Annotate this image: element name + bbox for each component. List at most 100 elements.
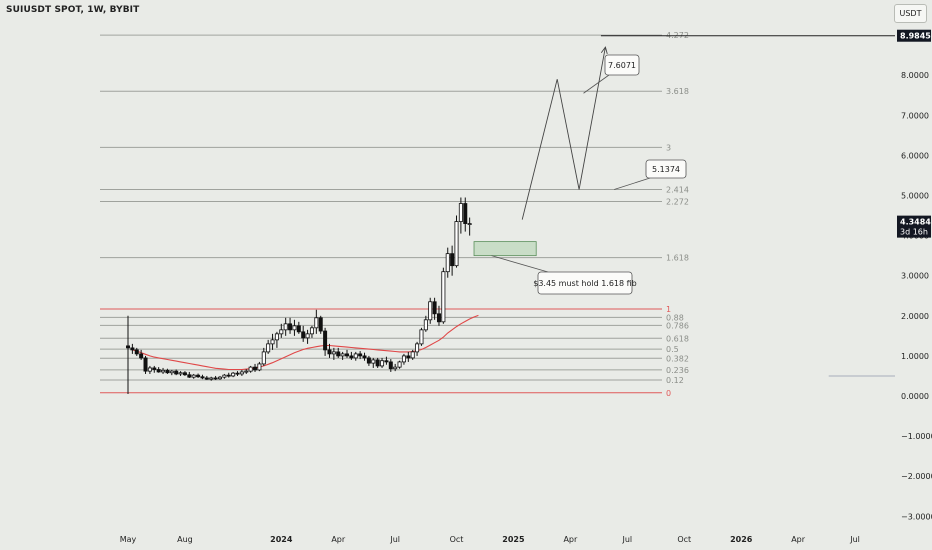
candle-down: [318, 317, 323, 332]
candle-down: [204, 377, 209, 380]
candle-up: [266, 343, 271, 353]
candle-down: [406, 355, 411, 359]
y-tick-label: 7.0000: [901, 111, 929, 120]
candle-up: [217, 376, 222, 380]
candle-up: [161, 369, 166, 373]
candle-down: [463, 203, 468, 224]
candle-up: [331, 351, 336, 355]
fib-level-label: 0.5: [666, 345, 679, 354]
x-tick-label: Apr: [563, 535, 578, 544]
candle-down: [200, 376, 205, 379]
fib-level-label: 0.382: [666, 354, 689, 363]
x-tick-label: 2026: [730, 535, 753, 544]
candle-down: [235, 372, 240, 375]
fib-level-label: 0.786: [666, 321, 689, 330]
price-label-value: 8.9845: [900, 32, 931, 41]
y-tick-label: −1.0000: [901, 432, 932, 441]
candle-up: [397, 361, 402, 368]
x-tick-label: Apr: [331, 535, 346, 544]
y-axis: 8.00007.00006.00005.00004.00003.00002.00…: [901, 71, 932, 521]
candle-down: [134, 349, 139, 355]
callouts: 7.6071 5.1374 $3.45 must hold 1.618 fib: [491, 54, 687, 295]
candle-up: [454, 221, 459, 267]
candle-up: [441, 271, 446, 323]
candle-down: [156, 369, 161, 373]
callout-pointer: [614, 177, 651, 190]
candle-down: [358, 353, 363, 357]
x-tick-label: Aug: [177, 535, 193, 544]
candle-up: [239, 371, 244, 375]
candle-down: [126, 345, 131, 349]
candle-down: [226, 374, 231, 377]
candle-up: [305, 333, 310, 339]
fib-level-label: 3: [666, 143, 671, 152]
candle-up: [283, 323, 288, 331]
candle-down: [182, 372, 187, 376]
candle-up: [380, 360, 385, 367]
candle-down: [187, 374, 192, 378]
candle-down: [388, 361, 393, 370]
callout-box: [645, 159, 687, 179]
candle-up: [257, 363, 262, 371]
callout-box: [604, 54, 640, 76]
candle-down: [253, 366, 258, 371]
candle-down: [384, 360, 389, 363]
callout-text: $3.45 must hold 1.618 fib: [533, 279, 637, 288]
candle-up: [244, 370, 249, 373]
candle-up: [353, 353, 358, 359]
callout-text: 7.6071: [608, 61, 636, 70]
currency-button[interactable]: USDT: [894, 4, 927, 23]
price-label-value: 4.3484: [900, 218, 931, 227]
candle-up: [209, 377, 214, 380]
candle-up: [274, 333, 279, 341]
candle-down: [196, 374, 201, 378]
y-tick-label: 1.0000: [901, 352, 929, 361]
fib-level-label: 2.272: [666, 198, 689, 207]
x-tick-label: Jul: [849, 535, 860, 544]
fib-level-label: 1.618: [666, 254, 689, 263]
x-tick-label: May: [120, 535, 137, 544]
y-tick-label: 3.0000: [901, 272, 929, 281]
fib-level-label: 0.12: [666, 376, 684, 385]
price-label-box: [897, 215, 931, 238]
candle-up: [147, 367, 152, 372]
candle-down: [344, 353, 349, 357]
candle-down: [349, 355, 354, 359]
fibonacci-levels: 4.2723.61832.4142.2721.61810.880.7860.61…: [100, 31, 689, 398]
candle-up: [279, 329, 284, 335]
candle-down: [432, 301, 437, 315]
x-tick-label: 2024: [270, 535, 293, 544]
candle-down: [327, 349, 332, 355]
fib-level-label: 0: [666, 389, 671, 398]
candle-up: [419, 329, 424, 345]
callout-box: [537, 271, 633, 295]
candle-down: [174, 370, 179, 375]
y-tick-label: −3.0000: [901, 512, 932, 521]
candle-down: [152, 367, 157, 370]
x-tick-label: Apr: [791, 535, 806, 544]
support-zone: [473, 241, 537, 257]
y-tick-label: 5.0000: [901, 192, 929, 201]
y-tick-label: 0.0000: [901, 392, 929, 401]
candle-down: [301, 331, 306, 339]
projection-line: [521, 47, 606, 220]
candle-up: [401, 355, 406, 363]
horizontal-rays: [600, 35, 895, 377]
candle-up: [261, 351, 266, 365]
candle-up: [314, 317, 319, 329]
candle-up: [248, 366, 253, 372]
candle-up: [458, 203, 463, 222]
x-axis: May Aug 2024 Apr Jul Oct 2025 Apr Jul Oct 2026 Apr J…: [120, 535, 860, 544]
candle-up: [270, 339, 275, 345]
candle-down: [130, 347, 135, 351]
callout-text: 5.1374: [652, 165, 680, 174]
candle-down: [436, 313, 441, 323]
candle-up: [423, 319, 428, 331]
candle-up: [445, 253, 450, 273]
candle-up: [467, 223, 472, 225]
candle-up: [178, 372, 183, 375]
price-label-box: [897, 29, 931, 42]
x-tick-label: Oct: [450, 535, 464, 544]
candle-down: [366, 357, 371, 364]
